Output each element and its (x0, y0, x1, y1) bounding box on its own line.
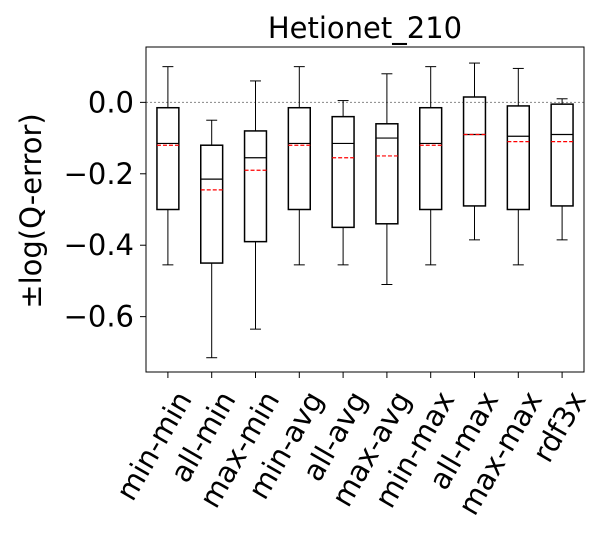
y-tick-label: −0.6 (64, 300, 134, 334)
box-iqr (156, 106, 180, 211)
box-iqr (375, 123, 399, 225)
y-axis-label: ±log(Q-error) (14, 113, 48, 308)
y-tick-label: −0.4 (64, 228, 134, 262)
box-iqr (550, 103, 574, 207)
box-iqr (200, 144, 224, 264)
box-iqr (331, 115, 355, 229)
box-iqr (419, 106, 443, 211)
plot-area: 0.0−0.2−0.4−0.6min-minall-minmax-minmin-… (64, 62, 593, 521)
plot-frame (145, 46, 585, 373)
box-iqr (243, 130, 268, 243)
box-iqr (506, 105, 531, 211)
y-tick-label: −0.2 (64, 157, 134, 191)
y-tick-label: 0.0 (88, 85, 134, 119)
box-iqr (287, 106, 312, 211)
chart-title: Hetionet_210 (268, 11, 462, 45)
box-iqr (462, 96, 487, 207)
